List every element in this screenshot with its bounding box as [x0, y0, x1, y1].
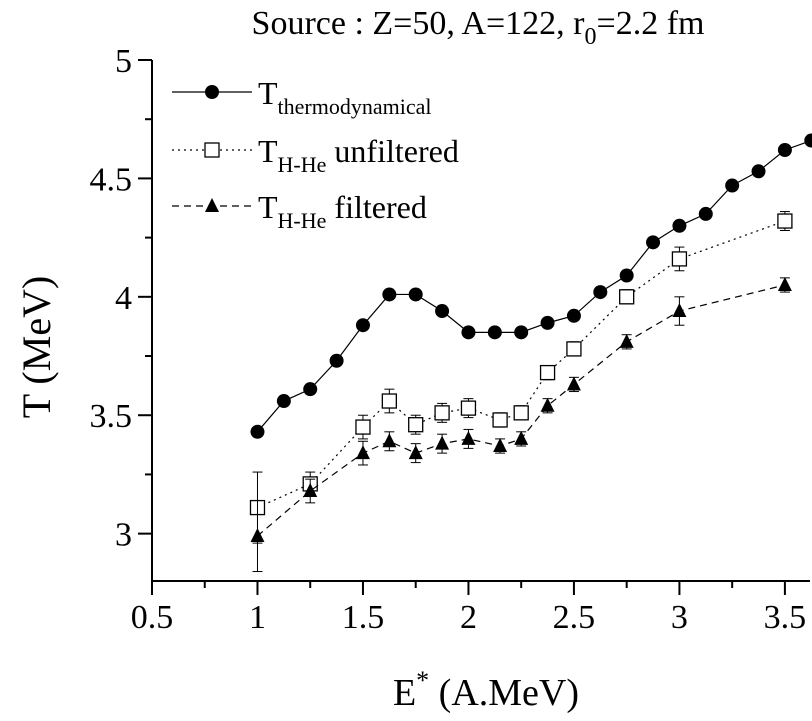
legend-label: TH-He unfiltered: [258, 133, 459, 177]
data-point: [355, 419, 371, 435]
data-point: [672, 218, 687, 233]
legend-label-sub: H-He: [278, 152, 327, 177]
data-point: [461, 430, 476, 445]
data-point: [593, 285, 608, 300]
data-point: [408, 417, 424, 433]
legend-label: TH-He filtered: [258, 189, 427, 233]
x-tick-label: 1: [249, 599, 266, 636]
y-tick-label: 4: [115, 280, 132, 317]
x-axis-label-rest: (A.MeV): [429, 672, 579, 714]
data-point: [408, 287, 423, 302]
series-h-he-filtered: [250, 276, 792, 573]
data-point: [619, 289, 635, 305]
data-point: [646, 235, 661, 250]
data-point: [566, 308, 581, 323]
data-point: [355, 318, 370, 333]
data-point: [382, 287, 397, 302]
data-point: [540, 315, 555, 330]
legend-label: Tthermodynamical: [258, 75, 432, 119]
x-tick-label: 0.5: [131, 599, 174, 636]
data-point: [381, 393, 397, 409]
data-point: [777, 276, 792, 291]
chart-title: Source : Z=50, A=122, r0=2.2 fm: [252, 5, 705, 50]
data-point: [777, 142, 792, 157]
data-point: [303, 382, 318, 397]
axes: 3 3.5 4 4.5 5 0.5 1 1.5 2 2.5 3 3.5: [90, 43, 810, 636]
legend-label-main: T: [258, 75, 278, 111]
x-tick-label: 2: [460, 599, 477, 636]
legend-label-sub: thermodynamical: [278, 94, 432, 119]
legend-label-rest: unfiltered: [326, 133, 458, 169]
data-point: [725, 178, 740, 193]
data-point: [513, 405, 529, 421]
data-point: [303, 483, 318, 498]
legend-marker: [204, 142, 220, 158]
series-line: [257, 139, 812, 433]
data-point: [540, 397, 555, 412]
legend-label-main: T: [258, 133, 278, 169]
y-tick-label: 4.5: [90, 161, 133, 198]
data-point: [460, 400, 477, 416]
data-point: [435, 435, 450, 450]
legend-label-sub: H-He: [278, 208, 327, 233]
data-point: [329, 353, 344, 368]
legend-marker: [205, 198, 219, 212]
x-axis-label: E* (A.MeV): [393, 666, 579, 714]
data-point: [514, 430, 529, 445]
data-point: [804, 133, 812, 148]
data-point: [382, 433, 397, 448]
x-tick-label: 3: [671, 599, 688, 636]
data-point: [539, 364, 556, 381]
plot-area: [249, 133, 812, 573]
data-point: [751, 164, 766, 179]
y-tick-label: 5: [115, 43, 132, 80]
data-point: [671, 251, 688, 267]
data-point: [619, 268, 634, 283]
chart-title-sub: 0: [585, 24, 597, 50]
x-axis-label-main: E: [393, 672, 416, 714]
data-point: [250, 528, 265, 543]
data-point: [461, 325, 476, 340]
data-point: [355, 445, 370, 460]
x-tick-label: 2.5: [553, 599, 596, 636]
y-tick-label: 3: [115, 517, 132, 554]
legend-label-rest: filtered: [326, 189, 426, 225]
data-point: [566, 341, 582, 357]
data-point: [698, 206, 713, 221]
legend-label-main: T: [258, 189, 278, 225]
data-point: [672, 303, 687, 318]
x-tick-label: 1.5: [342, 599, 385, 636]
data-point: [276, 394, 291, 409]
data-point: [250, 424, 265, 439]
data-point: [619, 333, 634, 348]
legend-marker: [205, 85, 219, 99]
series-h-he-unfiltered: [249, 211, 793, 544]
y-axis-label: T (MeV): [14, 276, 59, 419]
data-point: [487, 325, 502, 340]
series-thermodynamical: [250, 133, 812, 439]
data-point: [777, 213, 793, 229]
y-tick-label: 3.5: [90, 398, 133, 435]
x-tick-label: 3.5: [764, 599, 807, 636]
data-point: [492, 412, 508, 428]
data-point: [408, 445, 423, 460]
chart-title-rest: =2.2 fm: [597, 5, 705, 42]
data-point: [435, 304, 450, 319]
data-point: [514, 325, 529, 340]
series-line: [257, 284, 786, 537]
x-axis-label-sup: *: [416, 666, 429, 695]
data-point: [566, 376, 581, 391]
data-point: [493, 438, 508, 453]
data-point: [434, 405, 450, 421]
chart-title-main: Source : Z=50, A=122, r: [252, 5, 586, 42]
